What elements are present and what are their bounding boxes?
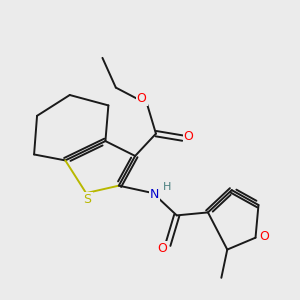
Text: O: O — [259, 230, 269, 243]
Text: H: H — [163, 182, 171, 192]
Text: O: O — [137, 92, 147, 105]
Text: S: S — [84, 193, 92, 206]
Text: O: O — [184, 130, 194, 143]
Text: N: N — [150, 188, 159, 201]
Text: O: O — [158, 242, 167, 255]
